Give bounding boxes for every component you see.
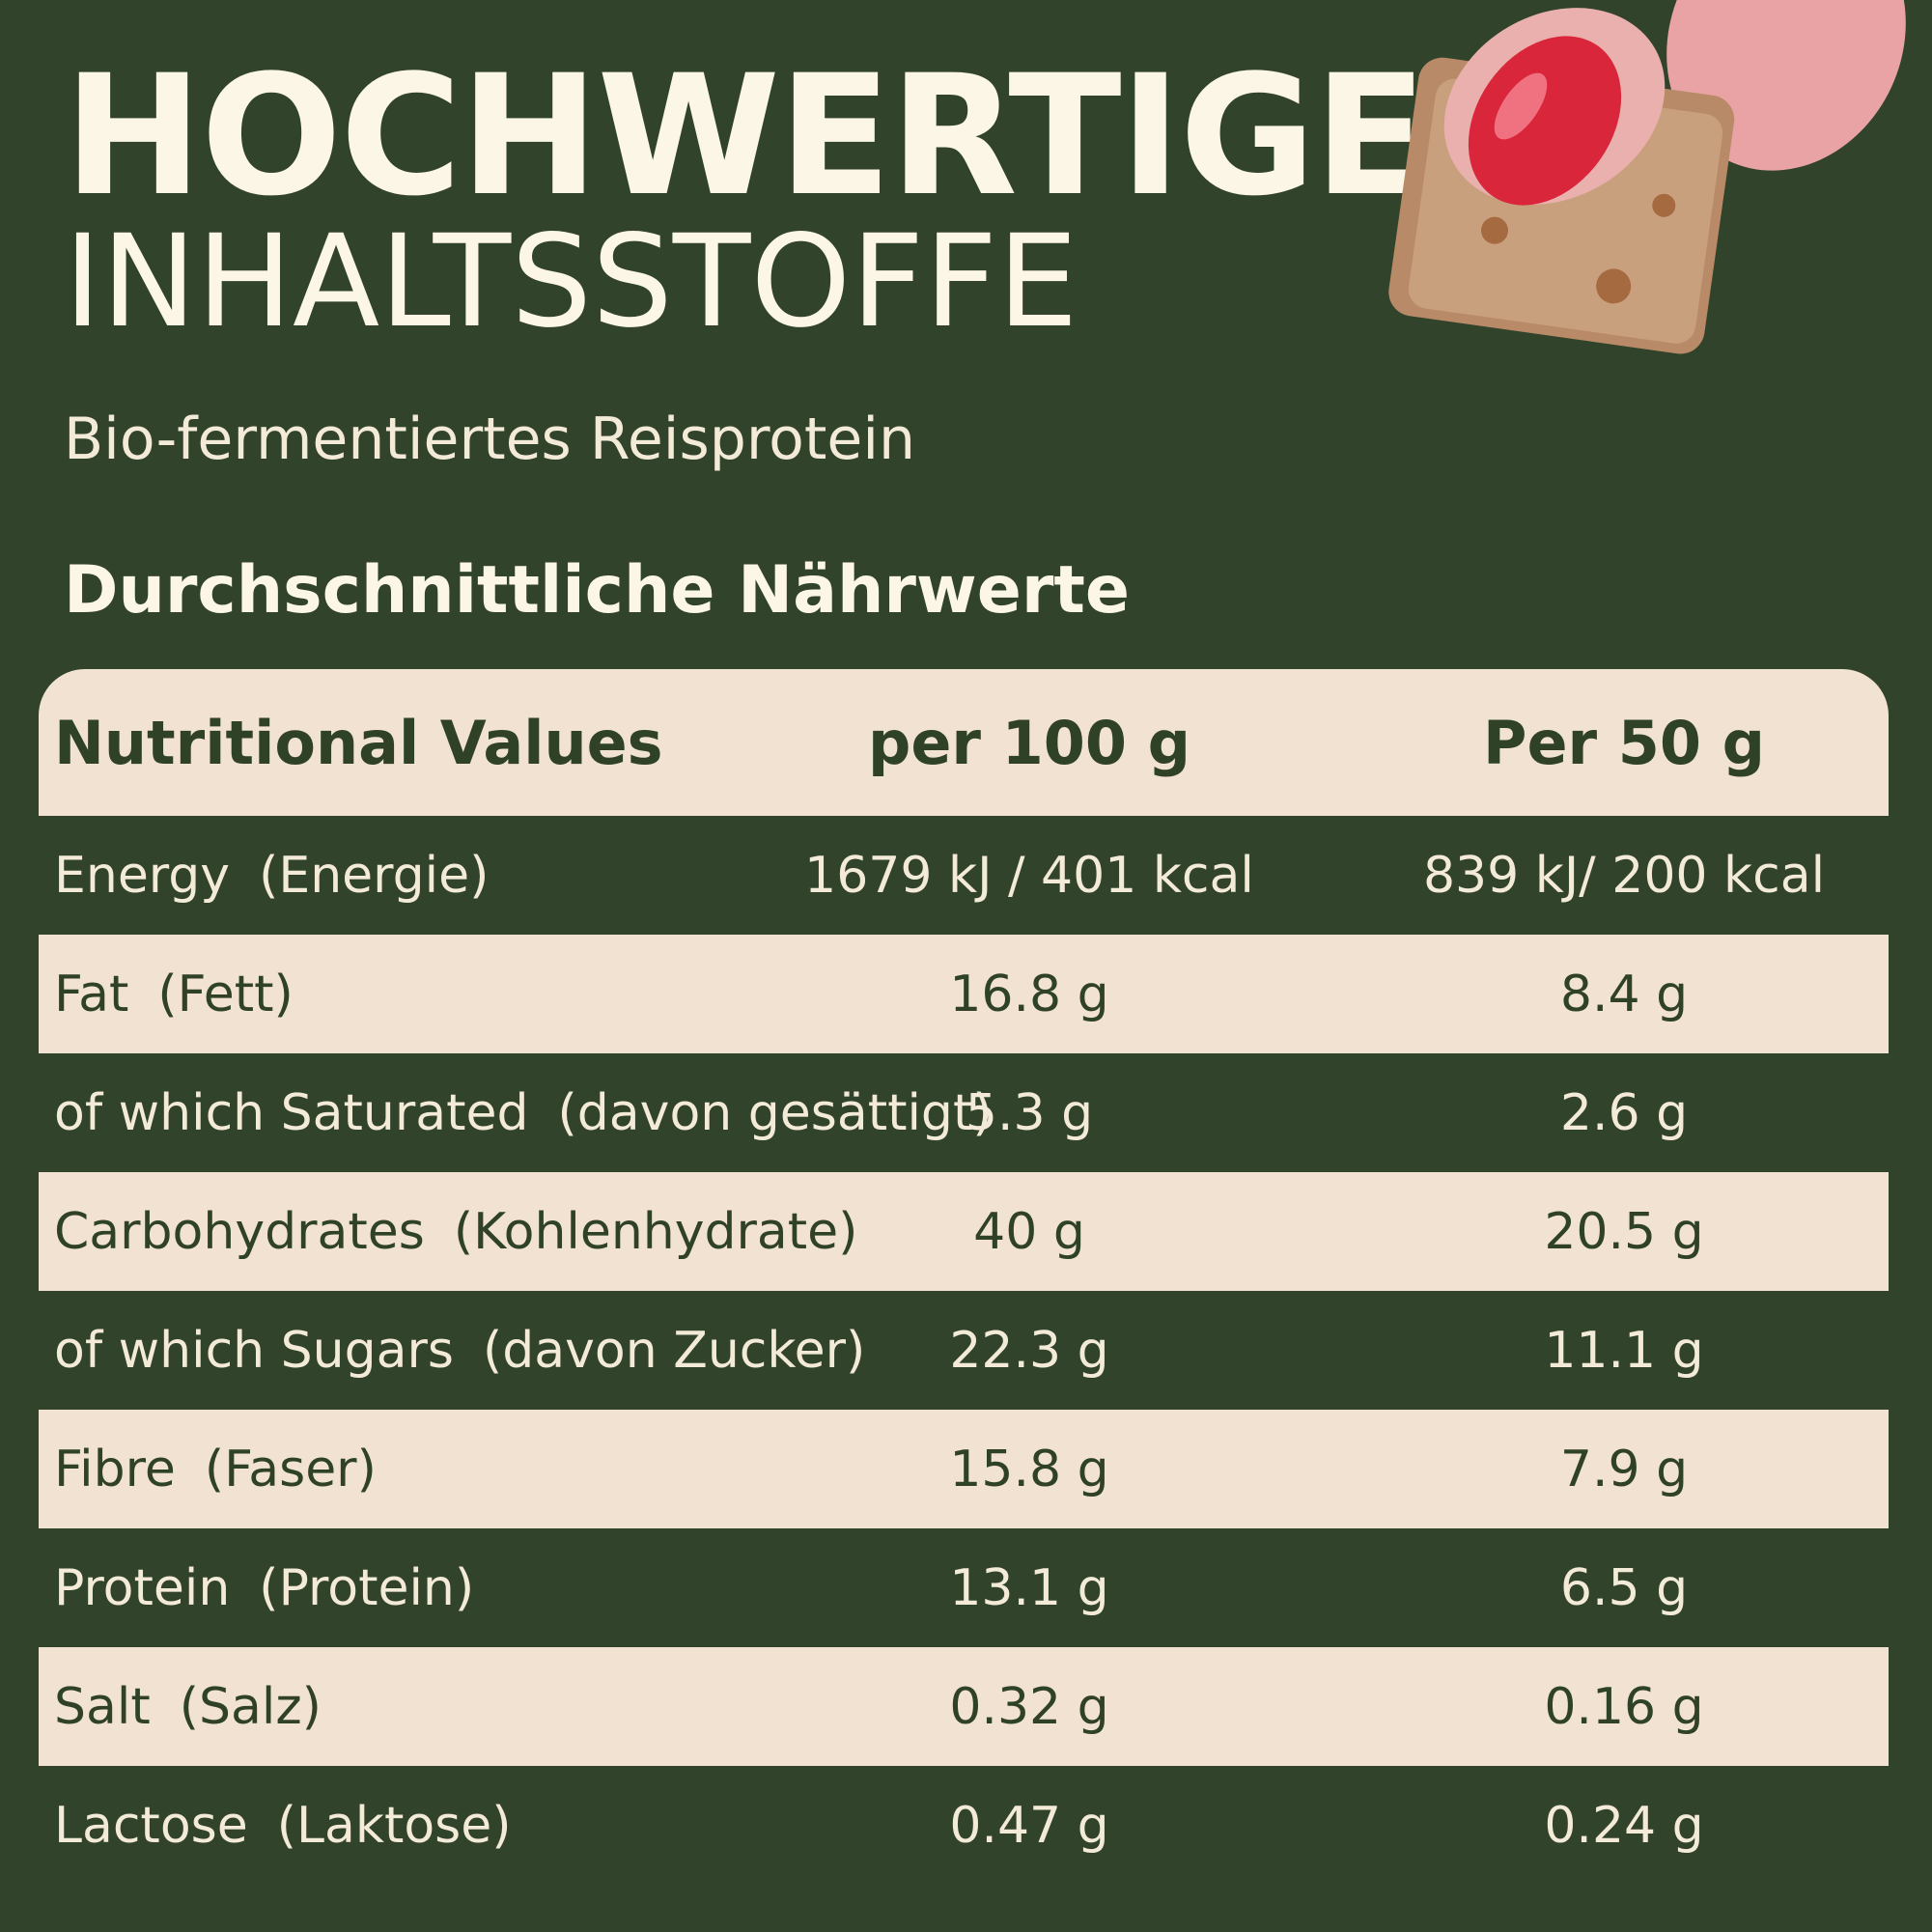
label-en: Carbohydrates xyxy=(54,1203,425,1261)
row-label: Fat (Fett) xyxy=(54,935,294,1054)
row-label: of which Saturated (davon gesättigt) xyxy=(54,1053,993,1173)
value-per-100g: 15.8 g xyxy=(949,1441,1109,1498)
row-label: Protein (Protein) xyxy=(54,1528,474,1648)
value-per-100g: 5.3 g xyxy=(965,1084,1094,1142)
value-per-50g: 6.5 g xyxy=(1559,1559,1689,1617)
row-label: Energy (Energie) xyxy=(54,816,489,936)
value-per-50g: 0.24 g xyxy=(1544,1797,1704,1855)
value-per-100g: 22.3 g xyxy=(949,1322,1109,1380)
label-de: (davon gesättigt) xyxy=(557,1084,993,1142)
table-row: Energy (Energie) 1679 kJ / 401 kcal 839 kJ/… xyxy=(39,816,1889,936)
label-de: (Protein) xyxy=(259,1559,475,1617)
column-header: Per 50 g xyxy=(1483,707,1765,778)
value-per-100g: 0.47 g xyxy=(949,1797,1109,1855)
value-per-100g: 0.32 g xyxy=(949,1678,1109,1736)
value-per-50g: 8.4 g xyxy=(1559,966,1689,1023)
table-row: Fibre (Faser) 15.8 g 7.9 g xyxy=(39,1410,1889,1529)
value-per-50g: 2.6 g xyxy=(1559,1084,1689,1142)
column-header: Nutritional Values xyxy=(54,707,663,778)
value-per-50g: 20.5 g xyxy=(1544,1203,1704,1261)
row-label: of which Sugars (davon Zucker) xyxy=(54,1291,865,1411)
label-en: Salt xyxy=(54,1678,151,1736)
label-de: (davon Zucker) xyxy=(482,1322,866,1380)
value-per-100g: 16.8 g xyxy=(949,966,1109,1023)
label-de: (Kohlenhydrate) xyxy=(453,1203,858,1261)
label-en: of which Saturated xyxy=(54,1084,529,1142)
nutrition-table: Nutritional Values per 100 g Per 50 g En… xyxy=(39,669,1889,1886)
label-de: (Energie) xyxy=(259,847,490,905)
label-en: Protein xyxy=(54,1559,231,1617)
value-per-100g: 40 g xyxy=(973,1203,1085,1261)
value-per-50g: 11.1 g xyxy=(1544,1322,1704,1380)
row-label: Salt (Salz) xyxy=(54,1647,322,1767)
title-line-2: INHALTSSTOFFE xyxy=(64,208,1078,356)
table-heading: Durchschnittliche Nährwerte xyxy=(64,552,1131,629)
value-per-50g: 7.9 g xyxy=(1559,1441,1689,1498)
value-per-100g: 1679 kJ / 401 kcal xyxy=(804,847,1254,905)
table-row: Protein (Protein) 13.1 g 6.5 g xyxy=(39,1528,1889,1648)
table-row: Fat (Fett) 16.8 g 8.4 g xyxy=(39,935,1889,1054)
value-per-100g: 13.1 g xyxy=(949,1559,1109,1617)
label-en: Fat xyxy=(54,966,129,1023)
label-de: (Laktose) xyxy=(276,1797,512,1855)
table-row: Lactose (Laktose) 0.47 g 0.24 g xyxy=(39,1766,1889,1886)
table-row: of which Saturated (davon gesättigt) 5.3 g… xyxy=(39,1053,1889,1173)
row-label: Fibre (Faser) xyxy=(54,1410,377,1529)
table-row: of which Sugars (davon Zucker) 22.3 g 11.1 … xyxy=(39,1291,1889,1411)
column-header: per 100 g xyxy=(868,707,1190,778)
row-label: Lactose (Laktose) xyxy=(54,1766,512,1886)
value-per-50g: 839 kJ/ 200 kcal xyxy=(1422,847,1826,905)
table-header: Nutritional Values per 100 g Per 50 g xyxy=(39,669,1889,816)
label-en: of which Sugars xyxy=(54,1322,454,1380)
subtitle: Bio-fermentiertes Reisprotein xyxy=(64,406,916,473)
label-de: (Faser) xyxy=(204,1441,377,1498)
product-photo xyxy=(1388,0,1906,354)
label-de: (Fett) xyxy=(157,966,294,1023)
title-line-1: HOCHWERTIGE xyxy=(64,39,1427,233)
label-en: Fibre xyxy=(54,1441,176,1498)
label-de: (Salz) xyxy=(179,1678,322,1736)
value-per-50g: 0.16 g xyxy=(1544,1678,1704,1736)
row-label: Carbohydrates (Kohlenhydrate) xyxy=(54,1172,857,1292)
table-row: Carbohydrates (Kohlenhydrate) 40 g 20.5 g xyxy=(39,1172,1889,1292)
label-en: Lactose xyxy=(54,1797,248,1855)
label-en: Energy xyxy=(54,847,231,905)
table-row: Salt (Salz) 0.32 g 0.16 g xyxy=(39,1647,1889,1767)
